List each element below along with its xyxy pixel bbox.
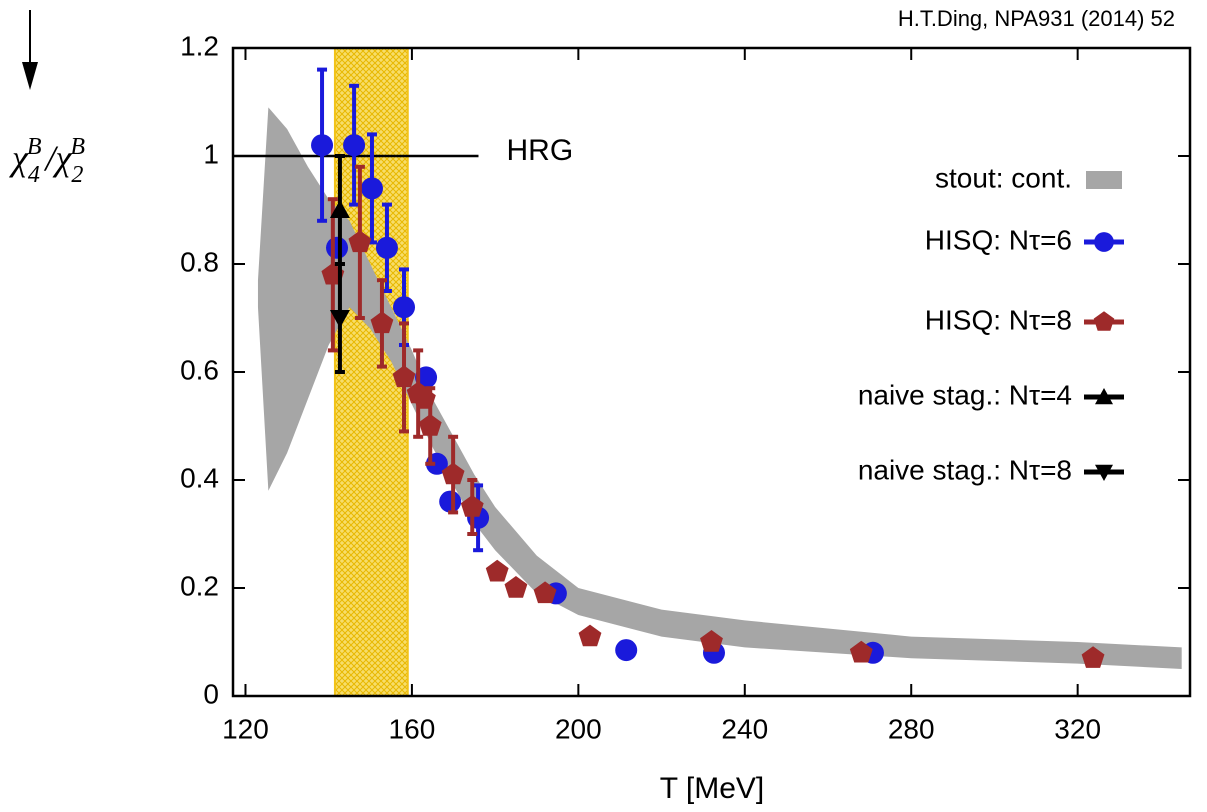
y-tick-label: 1: [203, 138, 219, 169]
y-label-part: 4: [28, 162, 40, 188]
y-tick-label: 0.4: [180, 462, 219, 493]
y-label-part: χ: [9, 138, 29, 178]
y-label-part: 2: [71, 162, 83, 188]
marker: [504, 576, 528, 598]
y-label-part: B: [70, 134, 85, 160]
marker: [311, 134, 334, 157]
legend-label: naive stag.: Nτ=4: [858, 379, 1072, 410]
marker: [393, 296, 416, 319]
y-tick-label: 0.8: [180, 246, 219, 277]
y-tick-label: 0.6: [180, 354, 219, 385]
marker: [343, 134, 366, 157]
arrow-head: [22, 62, 38, 90]
legend-marker: [1095, 464, 1113, 481]
y-label-part: B: [27, 134, 42, 160]
marker: [329, 200, 350, 218]
marker: [326, 236, 349, 259]
y-axis-label: χ4B/χ2B: [9, 134, 85, 188]
marker: [578, 624, 602, 647]
legend-marker: [1094, 232, 1114, 252]
x-tick-label: 320: [1054, 713, 1101, 744]
marker: [700, 630, 723, 652]
marker: [439, 490, 462, 513]
y-tick-label: 0.2: [180, 570, 219, 601]
legend-marker: [1095, 388, 1113, 405]
y-label-part: /: [44, 138, 59, 178]
marker: [441, 462, 465, 485]
citation: H.T.Ding, NPA931 (2014) 52: [898, 6, 1175, 31]
x-tick-label: 200: [555, 713, 602, 744]
legend-label: HISQ: Nτ=8: [925, 304, 1072, 335]
x-tick-label: 240: [721, 713, 768, 744]
legend-label: stout: cont.: [935, 162, 1072, 193]
marker: [533, 581, 557, 604]
hrg-label: HRG: [506, 134, 573, 167]
marker: [485, 559, 509, 582]
y-label-part: χ: [53, 138, 73, 178]
marker: [392, 365, 416, 388]
x-tick-label: 280: [888, 713, 935, 744]
marker: [370, 311, 394, 334]
legend-label: HISQ: Nτ=6: [925, 224, 1072, 255]
x-tick-label: 160: [389, 713, 436, 744]
marker: [615, 639, 638, 662]
legend-marker: [1093, 311, 1115, 331]
stout-band: [257, 107, 1182, 669]
y-tick-label: 0: [203, 678, 219, 709]
marker: [348, 230, 372, 253]
legend-swatch: [1086, 171, 1122, 189]
marker: [1081, 646, 1105, 668]
legend-label: naive stag.: Nτ=8: [858, 454, 1072, 485]
marker: [418, 414, 442, 436]
marker: [849, 640, 873, 663]
marker: [375, 236, 398, 259]
marker: [329, 310, 350, 328]
marker: [460, 495, 484, 517]
y-tick-label: 1.2: [180, 30, 219, 61]
x-tick-label: 120: [222, 713, 269, 744]
marker: [360, 177, 383, 200]
x-axis-label: T [MeV]: [660, 772, 764, 805]
marker: [415, 366, 438, 389]
